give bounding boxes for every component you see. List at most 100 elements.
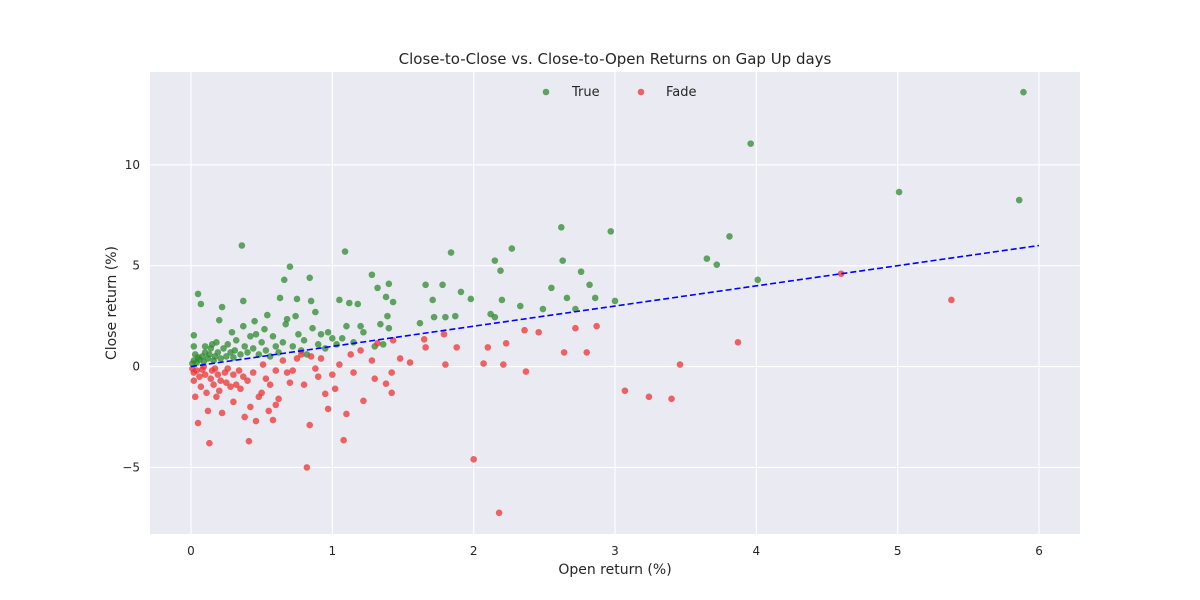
point-true bbox=[228, 328, 236, 336]
point-true bbox=[214, 349, 222, 356]
fit-line bbox=[190, 244, 1040, 368]
point-true bbox=[379, 341, 387, 348]
point-fade bbox=[190, 377, 198, 384]
point-true bbox=[439, 281, 446, 289]
point-fade bbox=[396, 355, 404, 362]
point-fade bbox=[207, 375, 215, 382]
point-fade bbox=[440, 330, 448, 338]
point-true bbox=[385, 324, 393, 332]
point-true bbox=[276, 294, 284, 302]
point-true bbox=[239, 322, 247, 330]
point-fade bbox=[470, 456, 477, 463]
point-true bbox=[457, 288, 465, 296]
point-true bbox=[607, 228, 615, 235]
point-true bbox=[190, 343, 198, 350]
point-true bbox=[557, 224, 565, 231]
point-fade bbox=[572, 324, 579, 332]
point-true bbox=[563, 294, 571, 302]
point-fade bbox=[307, 353, 315, 360]
point-fade bbox=[272, 367, 280, 374]
point-fade bbox=[289, 367, 297, 374]
point-fade bbox=[583, 349, 591, 356]
y-tick-label: 0 bbox=[132, 360, 140, 374]
point-true bbox=[343, 322, 350, 330]
point-fade bbox=[204, 407, 212, 415]
point-fade bbox=[347, 351, 354, 358]
point-true bbox=[206, 351, 213, 358]
point-fade bbox=[837, 270, 845, 278]
point-true bbox=[430, 313, 438, 321]
point-fade bbox=[500, 361, 507, 368]
point-fade bbox=[948, 296, 955, 304]
x-axis-label: Open return (%) bbox=[558, 562, 671, 578]
point-true bbox=[220, 345, 227, 352]
point-fade bbox=[560, 349, 568, 356]
point-fade bbox=[312, 365, 319, 372]
point-fade bbox=[249, 369, 257, 376]
point-true bbox=[190, 331, 198, 339]
point-fade bbox=[406, 359, 414, 366]
point-true bbox=[1015, 196, 1023, 204]
point-fade bbox=[201, 371, 209, 378]
point-fade bbox=[206, 439, 213, 447]
point-fade bbox=[502, 340, 510, 347]
point-true bbox=[218, 303, 226, 311]
point-true bbox=[357, 322, 364, 330]
point-true bbox=[251, 317, 258, 325]
point-fade bbox=[245, 437, 253, 445]
point-fade bbox=[223, 379, 230, 386]
point-fade bbox=[374, 340, 381, 347]
point-true bbox=[586, 281, 593, 289]
point-fade bbox=[495, 509, 503, 517]
point-fade bbox=[211, 365, 219, 372]
point-true bbox=[197, 300, 205, 308]
y-tick-label: 10 bbox=[125, 158, 140, 172]
point-true bbox=[231, 347, 239, 354]
point-true bbox=[217, 355, 224, 362]
point-fade bbox=[593, 322, 600, 330]
x-tick-label: 6 bbox=[1035, 544, 1043, 558]
point-fade bbox=[621, 387, 629, 395]
point-fade bbox=[371, 375, 379, 382]
point-true bbox=[241, 343, 248, 350]
point-true bbox=[312, 308, 319, 316]
point-fade bbox=[360, 397, 367, 405]
point-true bbox=[451, 312, 459, 320]
point-fade bbox=[357, 347, 364, 354]
point-true bbox=[754, 276, 762, 284]
point-fade bbox=[210, 381, 217, 389]
point-true bbox=[300, 337, 308, 344]
point-fade bbox=[645, 393, 653, 401]
point-fade bbox=[259, 361, 267, 368]
point-true bbox=[559, 257, 567, 264]
point-fade bbox=[265, 407, 273, 415]
point-true bbox=[261, 325, 268, 333]
point-fade bbox=[668, 395, 675, 403]
legend: True Fade bbox=[542, 85, 697, 100]
point-true bbox=[213, 339, 220, 346]
point-true bbox=[239, 297, 247, 305]
point-true bbox=[491, 257, 499, 264]
point-fade bbox=[484, 344, 492, 351]
point-true bbox=[385, 280, 393, 288]
point-true bbox=[237, 351, 244, 358]
point-fade bbox=[252, 417, 260, 425]
point-fade bbox=[734, 339, 742, 346]
point-fade bbox=[420, 336, 428, 343]
point-fade bbox=[214, 371, 222, 378]
point-fade bbox=[329, 371, 336, 378]
point-fade bbox=[303, 464, 311, 471]
point-fade bbox=[279, 357, 287, 364]
point-true bbox=[324, 328, 332, 336]
point-fade bbox=[522, 368, 530, 375]
point-fade bbox=[247, 403, 254, 411]
point-true bbox=[194, 290, 202, 298]
point-true bbox=[389, 298, 397, 306]
point-true bbox=[747, 140, 754, 147]
point-true bbox=[467, 295, 475, 303]
point-true bbox=[591, 294, 599, 302]
point-true bbox=[289, 343, 297, 350]
point-fade bbox=[213, 393, 220, 401]
point-fade bbox=[262, 375, 270, 382]
point-true bbox=[384, 312, 391, 320]
